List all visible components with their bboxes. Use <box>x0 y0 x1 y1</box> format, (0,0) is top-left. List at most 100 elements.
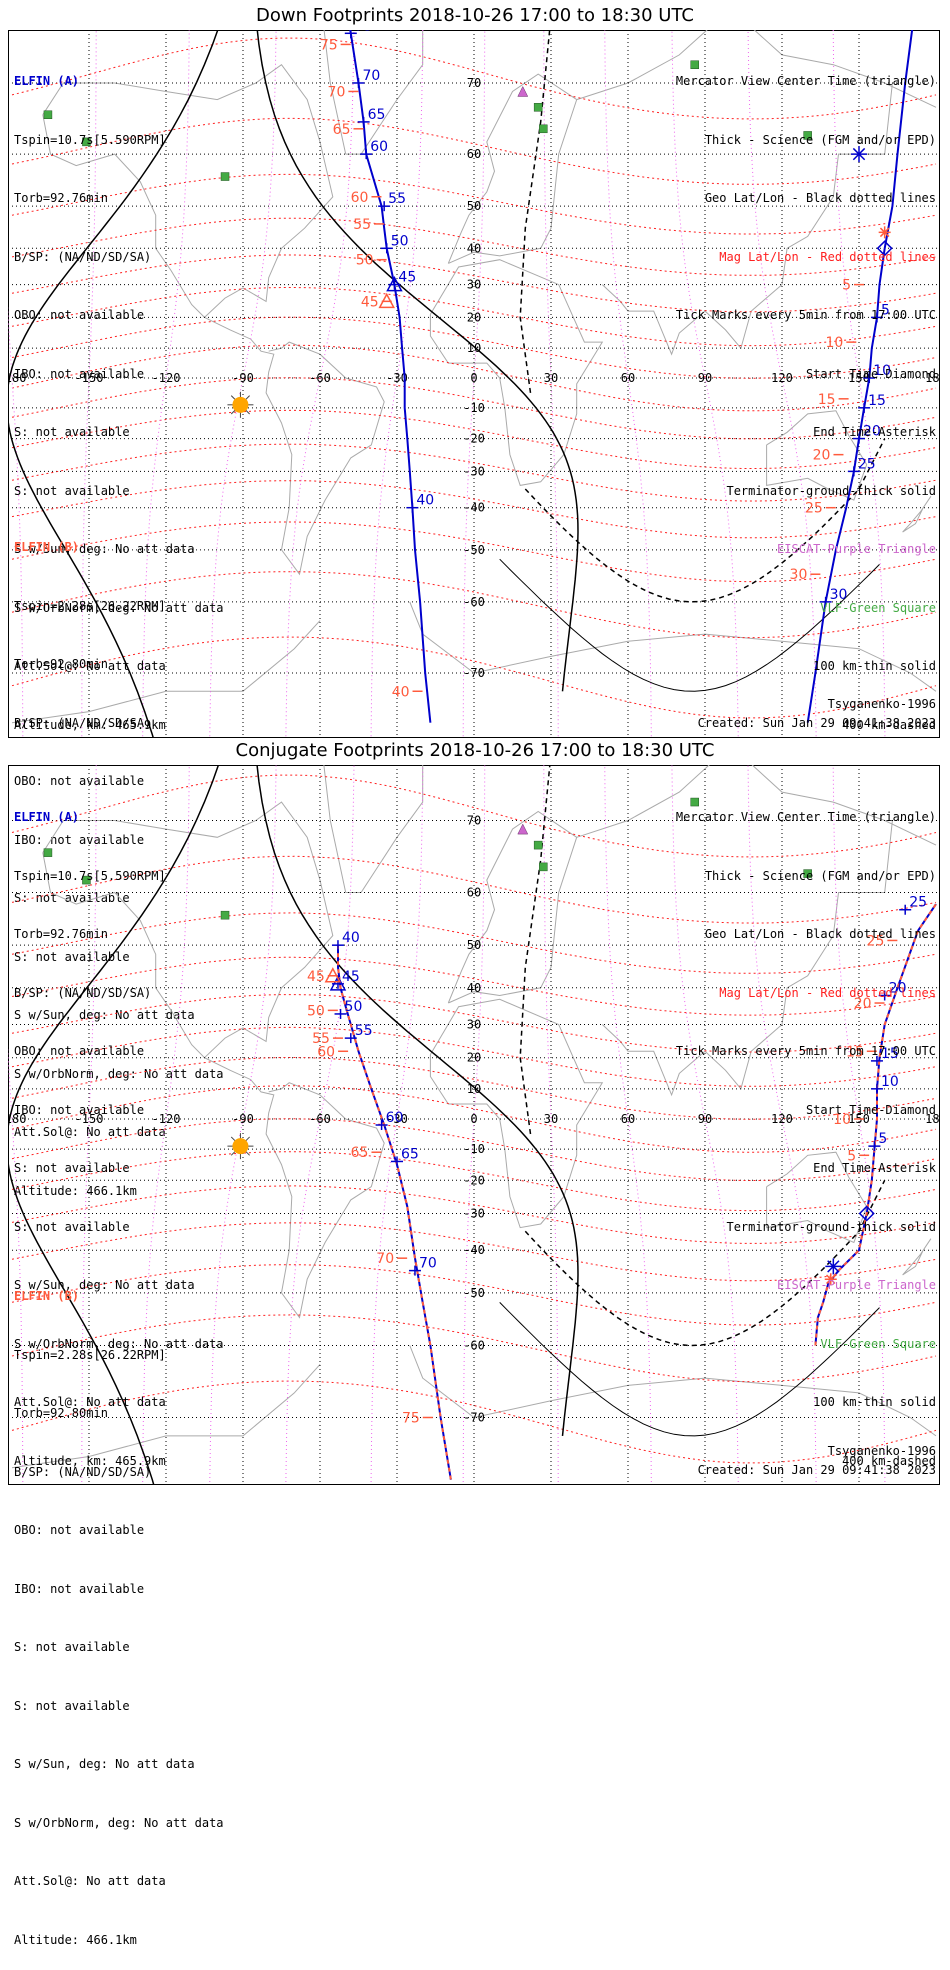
info-line: Tspin=10.7s[5.590RPM] <box>14 132 166 147</box>
elfin-a-tick-label: 45 <box>342 969 360 985</box>
legend-item: VLF-Green Square <box>820 600 936 615</box>
elfin-b-tick-label: 20 <box>854 996 872 1012</box>
legend-item: 100 km-thin solid <box>813 659 936 673</box>
vlf-station-square <box>220 910 230 920</box>
mag-meridian <box>462 765 486 1485</box>
mag-parallel <box>11 409 937 469</box>
info-line: OBO: not available <box>14 1523 145 1537</box>
info-line: Tspin=10.7s[5.590RPM] <box>14 868 166 883</box>
mag-meridian <box>747 765 817 1485</box>
lon-tick-label: -60 <box>309 371 331 385</box>
lon-tick-label: -30 <box>386 371 408 385</box>
elfin-b-tick-label: 5 <box>842 278 851 294</box>
info-line: IBO: not available <box>14 1102 145 1117</box>
vlf-station-square <box>690 797 699 807</box>
elfin-b-tick-label: 30 <box>790 567 808 583</box>
coastline <box>11 620 321 724</box>
legend-down: Mercator View Center Time (triangle) Thi… <box>676 33 936 755</box>
elfin-a-tick-label: 15 <box>868 393 886 409</box>
info-line: B/SP: (NA/ND/SD/SA) <box>14 985 152 1000</box>
coastline <box>42 801 385 1319</box>
legend-item: Terminator-ground-thick solid <box>726 1219 936 1234</box>
info-line: S: not available <box>14 1698 130 1713</box>
lat-tick-label: 10 <box>467 341 481 355</box>
elfin-a-tick-label: 10 <box>873 363 891 379</box>
mag-meridian <box>604 30 652 738</box>
eiscat-station-triangle <box>517 823 529 835</box>
mag-parallel <box>11 855 937 924</box>
info-line: Altitude, km: 465.9km <box>14 1453 166 1468</box>
lat-tick-label: -50 <box>463 543 485 557</box>
lat-tick-label: 30 <box>467 278 481 292</box>
mag-meridian <box>370 30 424 738</box>
elfin-a-tick-label: 5 <box>881 302 890 318</box>
lat-tick-label: -50 <box>463 1286 485 1300</box>
panel-title-conjugate: Conjugate Footprints 2018-10-26 17:00 to… <box>235 740 715 761</box>
lat-tick-label: -40 <box>463 1243 485 1257</box>
vlf-station-square <box>539 124 548 134</box>
elfin-b-info-conjugate: ELFIN (B) Tspin=2.28s[26.22RPM] Torb=92.… <box>14 1248 224 1970</box>
lat-tick-label: -40 <box>463 501 485 515</box>
end-time-asterisk <box>852 147 866 161</box>
terminator-400km <box>524 1179 886 1347</box>
lat-tick-label: 60 <box>467 147 481 161</box>
elfin-b-tick-label: 55 <box>353 217 371 233</box>
mag-meridian <box>142 30 190 738</box>
legend-item: End Time-Asterisk <box>813 425 936 439</box>
start-time-diamond <box>858 1205 875 1222</box>
coastline <box>447 810 578 1004</box>
info-line: S w/OrbNorm, deg: No att data <box>14 1336 224 1351</box>
info-line: S w/Sun, deg: No att data <box>14 1757 195 1771</box>
info-line: S w/Sun, deg: No att data <box>14 1278 195 1292</box>
info-line: Tspin=2.28s[26.22RPM] <box>14 1347 166 1362</box>
mag-parallel <box>11 117 937 185</box>
info-line: Altitude: 466.1km <box>14 1932 137 1947</box>
elfin-a-tick-label: 15 <box>881 1046 899 1062</box>
sun-icon <box>232 396 249 413</box>
vlf-station-square <box>533 840 543 850</box>
mag-meridian <box>81 765 97 1485</box>
lon-tick-label: -180 <box>8 371 26 385</box>
elfin-a-tick-label: 55 <box>388 191 406 207</box>
lat-tick-label: 20 <box>467 1051 481 1065</box>
mag-meridian <box>142 765 190 1485</box>
coastline <box>576 765 937 846</box>
elfin-b-tick-label: 50 <box>356 253 374 269</box>
lat-tick-label: 70 <box>467 814 481 828</box>
elfin-b-tick-label: 45 <box>361 294 379 310</box>
elfin-b-tick-label: 5 <box>847 1148 856 1164</box>
vlf-station-square <box>43 848 53 857</box>
lon-tick-label: 120 <box>771 1112 793 1126</box>
elfin-a-tick-label: 20 <box>889 981 907 997</box>
legend-item: EISCAT-Purple Triangle <box>777 542 936 556</box>
lat-tick-label: 20 <box>467 310 481 324</box>
mag-parallel <box>11 173 937 235</box>
end-time-asterisk <box>827 1260 840 1273</box>
coastline <box>323 765 424 893</box>
info-line: Att.Sol@: No att data <box>14 1125 166 1139</box>
elfin-a-tick-label: 70 <box>419 1256 437 1272</box>
elfin-a-tick-label: 75 <box>355 30 373 34</box>
elfin-b-tick-label: 15 <box>818 392 836 408</box>
elfin-a-tick-label: 50 <box>345 999 363 1015</box>
elfin-b-tick-label: 70 <box>376 1251 394 1267</box>
lat-tick-label: -70 <box>463 666 485 680</box>
elfin-a-tick-label: 40 <box>416 493 434 509</box>
mag-parallel <box>11 912 937 974</box>
lat-tick-label: 50 <box>467 938 481 952</box>
coastline <box>11 1364 321 1469</box>
lon-tick-label: -30 <box>386 1112 408 1126</box>
info-line: IBO: not available <box>14 832 145 847</box>
elfin-a-tick-label: 5 <box>878 1131 887 1147</box>
view-center-triangle <box>329 975 347 991</box>
elfin-b-tick-label: 10 <box>825 335 843 351</box>
elfin-a-tick-label: 70 <box>363 68 381 84</box>
mag-meridian <box>370 765 424 1485</box>
mag-parallel <box>11 1118 937 1181</box>
mag-parallel <box>11 1026 937 1087</box>
elfin-b-tick-label: 75 <box>402 1410 420 1426</box>
coastline <box>576 30 937 108</box>
mag-meridian <box>747 30 817 738</box>
info-line: OBO: not available <box>14 1044 145 1058</box>
elfin-b-header: ELFIN (B) <box>14 1289 80 1303</box>
